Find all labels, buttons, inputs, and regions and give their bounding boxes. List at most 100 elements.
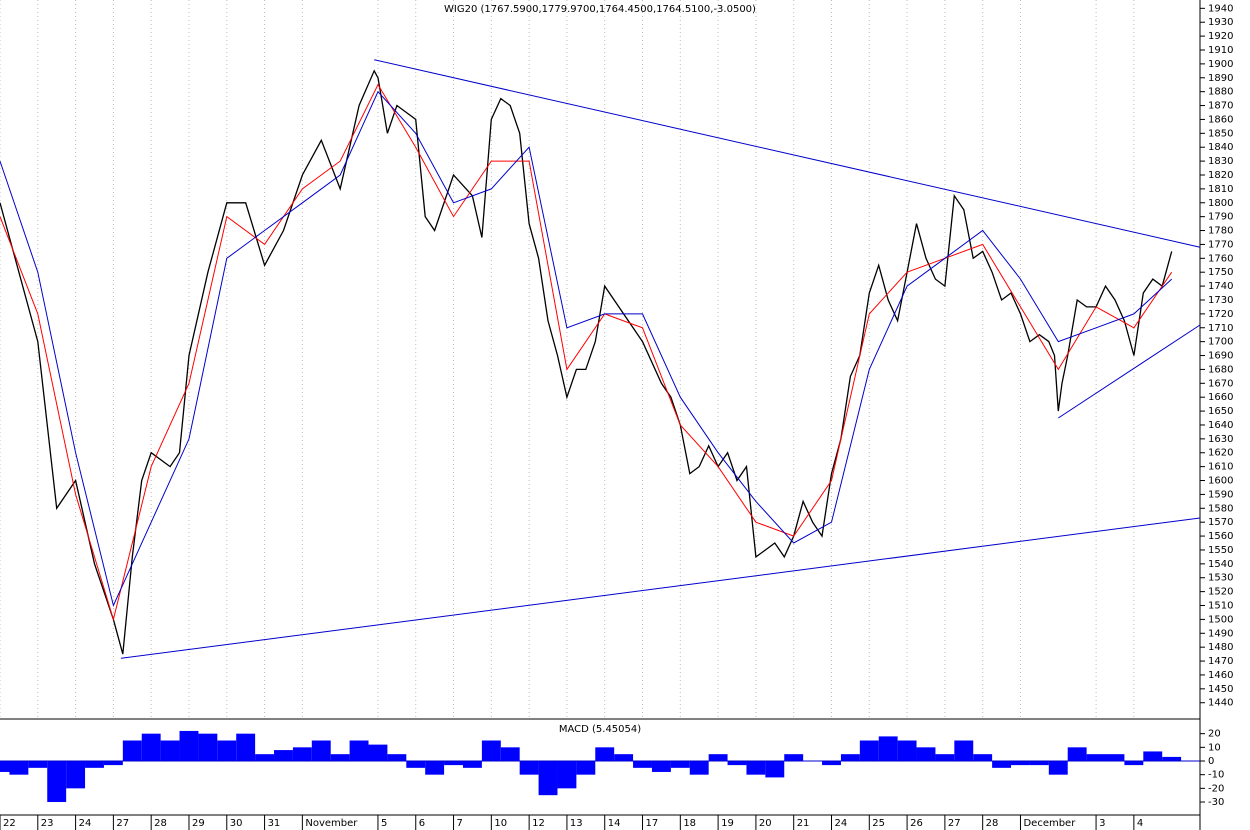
macd-bar <box>1011 761 1030 766</box>
macd-bar <box>1048 761 1068 775</box>
x-tick-label: 14 <box>608 818 621 829</box>
macd-bar <box>274 750 293 762</box>
price-line <box>0 90 1173 608</box>
y-tick-label: 1460 <box>1208 670 1233 681</box>
x-tick-label: 18 <box>683 818 696 829</box>
macd-bar <box>614 754 634 762</box>
x-tick-label: 7 <box>457 818 463 829</box>
macd-bar <box>954 740 974 762</box>
macd-bar <box>897 740 917 762</box>
x-tick-label: 21 <box>797 818 810 829</box>
x-tick-label: 24 <box>79 818 92 829</box>
y-tick-label: 1940 <box>1208 3 1233 14</box>
y-tick-label: 1900 <box>1208 59 1233 70</box>
y-tick-label: 1630 <box>1208 434 1233 445</box>
macd-bar <box>349 740 369 762</box>
macd-bar <box>916 747 936 762</box>
y-tick-label: 20 <box>1208 729 1221 740</box>
macd-bar <box>1029 761 1049 766</box>
macd-bar <box>651 761 671 772</box>
macd-bar <box>103 761 123 766</box>
x-tick-label: 24 <box>834 818 847 829</box>
x-tick-label: 22 <box>3 818 16 829</box>
macd-bar <box>500 747 520 762</box>
macd-bar <box>689 761 709 775</box>
y-tick-label: 1910 <box>1208 45 1233 56</box>
y-tick-label: 1530 <box>1208 573 1233 584</box>
y-tick-label: 1570 <box>1208 517 1233 528</box>
y-tick-label: 1540 <box>1208 559 1233 570</box>
x-tick-label: 28 <box>154 818 167 829</box>
macd-bar <box>444 761 463 766</box>
y-tick-label: 1690 <box>1208 351 1233 362</box>
macd-bar <box>840 754 860 762</box>
y-tick-label: 1710 <box>1208 323 1233 334</box>
y-tick-label: 1770 <box>1208 239 1233 250</box>
y-tick-label: 1920 <box>1208 31 1233 42</box>
x-tick-label: 20 <box>759 818 772 829</box>
macd-bar <box>66 761 86 789</box>
macd-bar <box>462 761 482 768</box>
x-tick-label: 26 <box>910 818 923 829</box>
y-tick-label: 1650 <box>1208 406 1233 417</box>
y-tick-label: 1780 <box>1208 226 1233 237</box>
macd-bar <box>141 733 161 762</box>
y-tick-label: 1500 <box>1208 614 1233 625</box>
macd-bar <box>9 761 29 775</box>
y-tick-label: 1670 <box>1208 378 1233 389</box>
price-line <box>0 69 1173 655</box>
x-tick-label: 27 <box>116 818 129 829</box>
macd-bar <box>859 740 879 762</box>
y-tick-label: 1720 <box>1208 309 1233 320</box>
macd-title: MACD (5.45054) <box>559 724 641 735</box>
x-tick-label: 17 <box>646 818 659 829</box>
macd-bar <box>160 740 180 762</box>
macd-bar <box>217 740 237 762</box>
y-tick-label: 1850 <box>1208 128 1233 139</box>
y-tick-label: 1620 <box>1208 448 1233 459</box>
macd-bar <box>425 761 445 775</box>
x-tick-label: November <box>305 818 358 829</box>
y-tick-label: 1660 <box>1208 392 1233 403</box>
x-tick-label: 12 <box>532 818 545 829</box>
macd-bar <box>784 754 804 762</box>
macd-bar <box>406 761 426 768</box>
y-tick-label: 1730 <box>1208 295 1233 306</box>
macd-bar <box>1067 747 1087 762</box>
y-tick-label: 1930 <box>1208 17 1233 28</box>
macd-bar <box>1143 751 1163 762</box>
macd-bar <box>746 761 766 775</box>
macd-bar <box>368 744 388 762</box>
macd-bar <box>1124 761 1144 766</box>
x-tick-label: 30 <box>230 818 243 829</box>
macd-bar <box>1105 754 1125 762</box>
x-tick-label: 3 <box>1099 818 1105 829</box>
y-tick-label: 1610 <box>1208 462 1233 473</box>
macd-bar <box>822 761 841 766</box>
macd-bar <box>198 733 218 762</box>
y-tick-label: 1470 <box>1208 656 1233 667</box>
x-tick-label: 23 <box>41 818 54 829</box>
macd-bar <box>47 761 67 803</box>
y-tick-label: 1800 <box>1208 198 1233 209</box>
x-tick-label: 13 <box>570 818 583 829</box>
macd-bar <box>765 761 785 778</box>
y-tick-label: 1870 <box>1208 101 1233 112</box>
y-tick-label: -20 <box>1208 783 1224 794</box>
x-tick-label: 5 <box>381 818 387 829</box>
x-tick-label: 6 <box>419 818 425 829</box>
y-tick-label: 1600 <box>1208 476 1233 487</box>
macd-bar <box>633 761 652 768</box>
x-tick-label: 27 <box>948 818 961 829</box>
y-tick-label: 1760 <box>1208 253 1233 264</box>
y-tick-label: 1560 <box>1208 531 1233 542</box>
x-tick-label: 10 <box>494 818 507 829</box>
price-line <box>0 83 1173 622</box>
y-tick-label: 1810 <box>1208 184 1233 195</box>
macd-bar <box>1086 754 1106 762</box>
macd-bar <box>973 754 993 762</box>
chart-title: WIG20 (1767.5900,1779.9700,1764.4500,176… <box>444 4 756 15</box>
macd-bar <box>236 733 256 762</box>
